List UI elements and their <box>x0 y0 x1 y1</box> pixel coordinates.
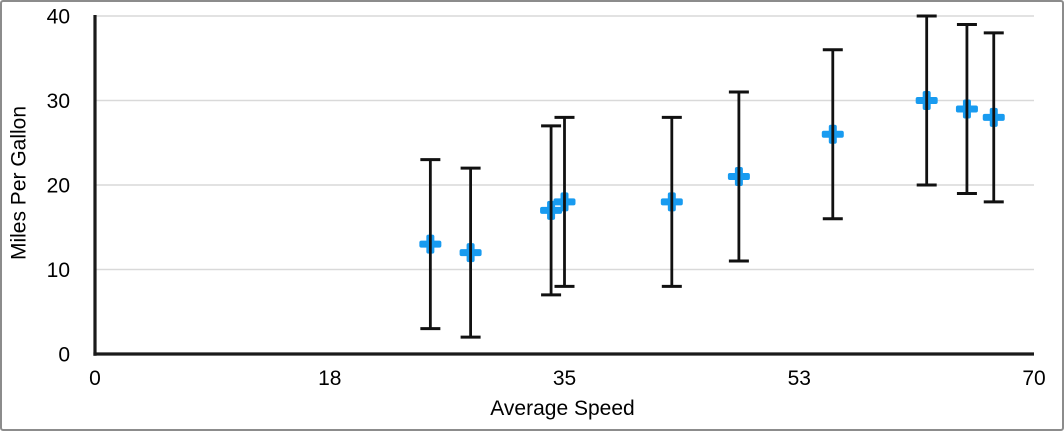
y-tick-label: 20 <box>47 175 70 198</box>
y-tick-label: 30 <box>47 90 70 113</box>
y-axis-title: Miles Per Gallon <box>7 105 31 261</box>
y-tick-label: 40 <box>47 6 70 29</box>
y-tick-label: 0 <box>58 344 70 367</box>
x-axis-title: Average Speed <box>490 397 635 420</box>
x-tick-label: 53 <box>788 367 811 390</box>
x-tick-label: 18 <box>318 367 341 390</box>
x-tick-label: 35 <box>553 367 576 390</box>
x-tick-label: 70 <box>1022 367 1045 390</box>
y-tick-label: 10 <box>47 259 70 282</box>
x-tick-label: 0 <box>89 367 101 390</box>
